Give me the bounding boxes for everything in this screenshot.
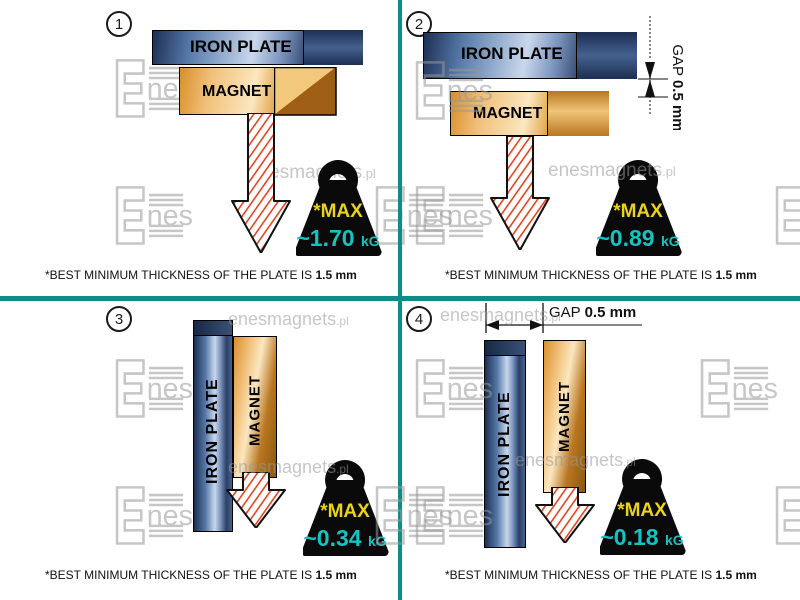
svg-text:*MAX: *MAX [313,201,363,222]
svg-text:*MAX: *MAX [613,201,663,222]
svg-text:*MAX: *MAX [617,500,667,521]
svg-text:GAP 0.5 mm: GAP 0.5 mm [549,304,636,321]
svg-text:GAP 0.5 mm: GAP 0.5 mm [669,44,686,130]
